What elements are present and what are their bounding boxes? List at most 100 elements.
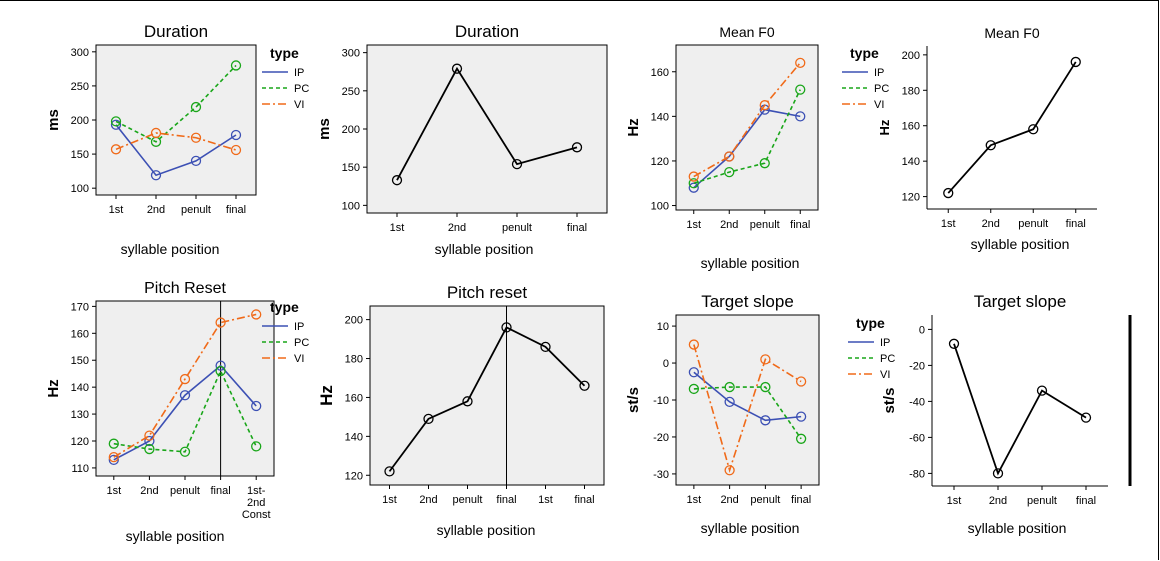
series-line <box>953 343 1087 476</box>
series-line-ip <box>693 371 802 422</box>
x-tick-label: final <box>1066 218 1086 230</box>
x-tick-label: penult <box>1018 218 1048 230</box>
y-tick-label: 150 <box>71 149 89 161</box>
data-point-ip <box>110 119 122 130</box>
data-point-vi <box>795 376 807 387</box>
chart-title: Pitch Reset <box>144 280 226 297</box>
data-point-ip <box>795 411 807 422</box>
y-tick-label: 200 <box>345 315 363 327</box>
legend-label-vi: VI <box>880 369 890 381</box>
data-point <box>948 338 960 349</box>
data-point <box>391 175 403 186</box>
data-point <box>1028 124 1039 135</box>
data-point <box>579 380 590 391</box>
plot-area <box>369 305 605 486</box>
y-axis-label: ms <box>45 109 62 131</box>
data-point <box>985 140 996 151</box>
data-point-pc <box>110 116 122 127</box>
y-tick-label: 100 <box>342 200 360 212</box>
chart-title: Target slope <box>701 292 794 311</box>
data-point-pc <box>230 60 242 71</box>
y-tick-label: -20 <box>653 432 669 444</box>
y-tick-label: 160 <box>345 392 363 404</box>
series-line <box>947 61 1077 194</box>
y-tick-label: 140 <box>71 382 89 394</box>
data-point <box>423 413 434 424</box>
y-axis-label: st/s <box>625 387 642 413</box>
x-tick-label: 1st <box>686 219 701 231</box>
data-point-ip <box>230 129 242 141</box>
data-point-ip <box>760 415 771 426</box>
legend-label-ip: IP <box>874 67 884 79</box>
chart-panel-5: Pitch Reset 110 120 130 140 150 160 170 1st 2nd pe… <box>45 280 309 544</box>
data-point <box>462 396 473 407</box>
y-tick-label: 0 <box>919 324 925 336</box>
chart-title: Pitch reset <box>447 283 528 302</box>
x-tick-label: 1st-2nd Const <box>242 485 271 521</box>
chart-panel-8: Target slope -80 -60 -40 -20 0 1st 2nd penult fin… <box>881 292 1132 536</box>
x-tick-label: penult <box>181 204 211 216</box>
y-tick-label: 250 <box>71 81 89 93</box>
data-point-ip <box>179 390 191 401</box>
plot-area <box>366 44 608 214</box>
y-tick-label: 120 <box>651 156 669 168</box>
y-tick-label: 150 <box>71 355 89 367</box>
x-tick-label: penult <box>750 494 780 506</box>
y-tick-label: -30 <box>653 469 669 481</box>
y-tick-label: 160 <box>71 328 89 340</box>
series-line-vi <box>693 62 801 178</box>
legend-label-vi: VI <box>874 99 884 111</box>
data-point-vi <box>795 57 806 68</box>
data-point <box>943 187 954 199</box>
data-point-pc <box>795 433 807 444</box>
legend-label-pc: PC <box>294 337 309 349</box>
data-point <box>1036 385 1048 396</box>
x-axis-label: syllable position <box>121 241 220 257</box>
y-tick-label: 170 <box>71 301 89 313</box>
data-point-pc <box>759 158 770 169</box>
y-tick-label: 100 <box>651 201 669 213</box>
legend-label-pc: PC <box>874 83 889 95</box>
data-point-ip <box>144 435 155 447</box>
series-line-pc <box>693 386 802 440</box>
y-tick-label: 120 <box>345 470 363 482</box>
x-tick-label: penult <box>750 219 780 231</box>
x-tick-label: 2nd <box>448 222 466 234</box>
series-line-pc <box>115 64 237 143</box>
series-line <box>396 66 578 181</box>
x-tick-label: 2nd <box>720 219 738 231</box>
y-tick-label: 0 <box>663 358 669 370</box>
data-point <box>451 63 463 74</box>
chart-panel-1: Duration 100 150 200 250 300 1st 2nd penult final… <box>45 22 309 257</box>
y-tick-label: 300 <box>342 48 360 60</box>
data-point-pc <box>724 381 735 393</box>
chart-title: Target slope <box>974 292 1067 311</box>
legend-label-ip: IP <box>294 321 304 333</box>
data-point-pc <box>190 101 202 113</box>
data-point-vi <box>251 309 262 320</box>
series-line-ip <box>693 108 801 189</box>
x-tick-label: final <box>211 485 231 497</box>
x-axis-label: syllable position <box>701 520 800 536</box>
data-point-pc <box>144 443 155 455</box>
series-line-ip <box>115 124 237 177</box>
data-point-pc <box>215 365 226 377</box>
series-line-pc <box>113 369 257 453</box>
x-tick-label: penult <box>170 485 200 497</box>
y-tick-label: 150 <box>342 162 360 174</box>
x-tick-label: 2nd <box>720 494 738 506</box>
x-axis-label: syllable position <box>437 522 536 538</box>
data-point-vi <box>179 373 191 385</box>
x-tick-label: final <box>1076 495 1096 507</box>
legend-label-ip: IP <box>294 67 304 79</box>
data-point-ip <box>251 400 262 412</box>
y-tick-label: 140 <box>345 431 363 443</box>
x-axis-label: syllable position <box>435 241 534 257</box>
data-point-pc <box>108 438 119 449</box>
x-tick-label: 1st <box>106 485 121 497</box>
x-tick-label: 2nd <box>147 204 165 216</box>
data-point <box>992 468 1004 479</box>
x-tick-label: 2nd <box>140 485 158 497</box>
plot-area <box>95 300 275 477</box>
